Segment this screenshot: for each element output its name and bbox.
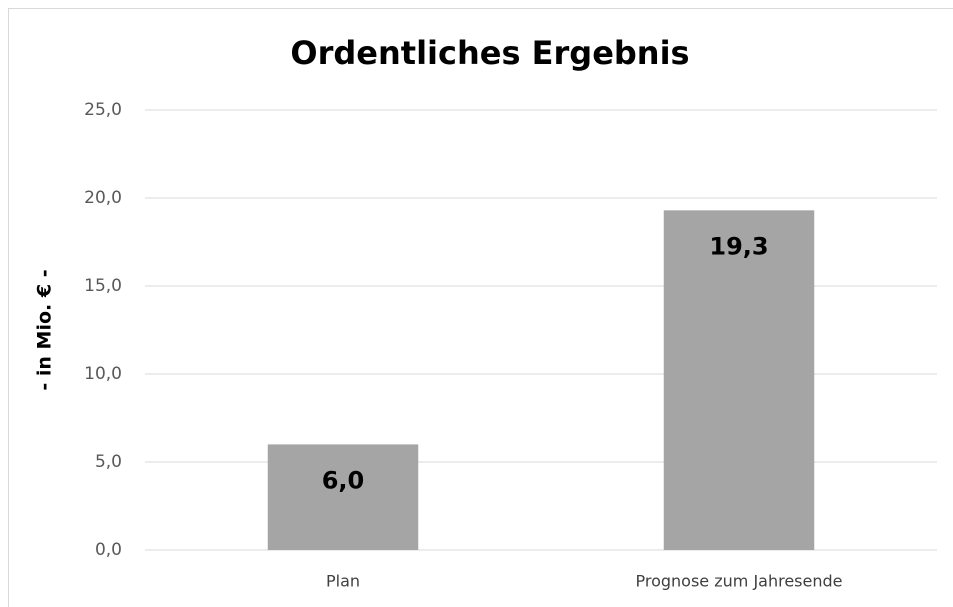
y-tick-label: 5,0 (95, 452, 122, 472)
y-axis-label: - in Mio. € - (34, 269, 56, 390)
y-tick-label: 15,0 (84, 276, 122, 296)
y-tick-label: 20,0 (84, 188, 122, 208)
y-tick-label: 10,0 (84, 364, 122, 384)
bar (267, 444, 419, 550)
value-label: 19,3 (709, 232, 768, 260)
value-label: 6,0 (322, 466, 365, 494)
y-tick-label: 0,0 (95, 540, 122, 560)
x-tick-label: Plan (326, 572, 360, 591)
x-tick-label: Prognose zum Jahresende (636, 572, 843, 591)
chart-title: Ordentliches Ergebnis (290, 34, 689, 72)
bar (663, 210, 815, 550)
y-tick-label: 25,0 (84, 100, 122, 120)
